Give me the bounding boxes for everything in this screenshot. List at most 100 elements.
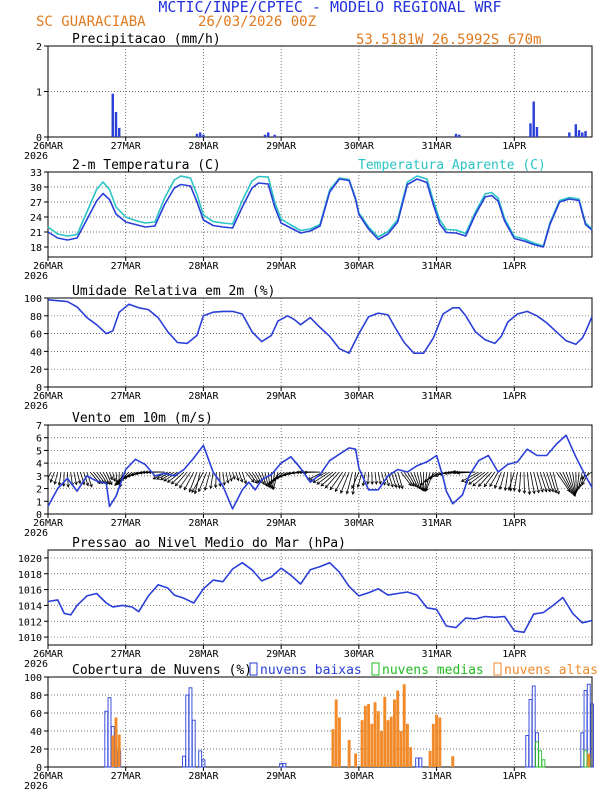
- wind-vector: [334, 471, 347, 492]
- wind-vector: [565, 471, 576, 497]
- wind-vector: [245, 471, 255, 483]
- wind-arrowhead: [536, 489, 540, 494]
- wind-vector: [410, 471, 419, 488]
- wind-arrowhead: [138, 470, 143, 475]
- wind-arrowhead: [197, 488, 202, 493]
- cloud-bar-blue: [528, 699, 533, 768]
- x-tick-label: 31MAR: [422, 141, 453, 152]
- cloud-bar-orange: [431, 723, 435, 767]
- series-line-blue: [47, 434, 593, 510]
- legend-label-green: nuvens medias: [382, 663, 484, 678]
- wind-vector: [251, 471, 260, 484]
- precip-bar: [574, 124, 578, 137]
- precip-bar: [195, 133, 199, 137]
- wind-vector: [232, 471, 236, 480]
- wind-arrowhead: [89, 483, 93, 488]
- legend-swatch-orange: [493, 662, 502, 676]
- wind-vector: [494, 471, 502, 489]
- x-tick-label: 1APR: [502, 391, 527, 402]
- cloud-bar-orange: [438, 717, 442, 767]
- wind-vector: [86, 471, 93, 487]
- wind-arrowhead: [156, 476, 160, 480]
- wind-vector: [63, 472, 65, 487]
- cloud-bar-blue: [185, 694, 190, 768]
- x-tick-label: 1APR: [502, 518, 527, 529]
- wind-arrowhead: [53, 481, 57, 485]
- wind-arrowhead: [460, 478, 465, 482]
- panel-title: Cobertura de Nuvens (%): [72, 663, 252, 678]
- legend-label-orange: nuvens altas: [504, 663, 598, 678]
- wind-arrowhead: [351, 485, 355, 489]
- cloud-bar-orange: [399, 731, 403, 767]
- wind-vector: [403, 471, 414, 487]
- precip-bar: [581, 132, 584, 137]
- y-tick-label: 18: [30, 243, 42, 254]
- x-year-label: 2026: [24, 659, 48, 670]
- wind-arrowhead: [356, 484, 361, 488]
- wind-arrowhead: [456, 471, 461, 475]
- wind-vector: [397, 471, 403, 489]
- y-tick-label: 3: [36, 472, 42, 483]
- wind-arrowhead: [312, 479, 317, 484]
- precip-bar: [202, 134, 205, 137]
- wind-arrowhead: [298, 470, 302, 474]
- precip-bar: [114, 111, 118, 137]
- wind-arrowhead: [109, 481, 113, 486]
- x-tick-label: 26MAR: [33, 649, 64, 660]
- wind-arrowhead: [134, 471, 139, 476]
- wind-arrowhead: [250, 479, 255, 483]
- wind-arrowhead: [417, 485, 421, 490]
- wind-arrowhead: [419, 486, 423, 491]
- wind-vector: [316, 471, 334, 485]
- wind-arrowhead: [581, 481, 585, 486]
- wind-arrowhead: [410, 482, 415, 487]
- x-tick-label: 31MAR: [422, 391, 453, 402]
- y-tick-label: 80: [30, 312, 42, 323]
- wind-arrowhead: [174, 482, 179, 487]
- wind-vector: [424, 471, 431, 492]
- precip-bar: [568, 132, 571, 137]
- cloud-bar-green: [583, 750, 588, 768]
- wind-arrowhead: [340, 490, 344, 494]
- wind-arrowhead: [272, 486, 276, 491]
- cloud-bar-green: [538, 750, 543, 768]
- wind-arrowhead: [556, 490, 560, 495]
- wind-arrowhead: [494, 484, 498, 489]
- wind-arrowhead: [159, 476, 164, 481]
- wind-vector: [102, 471, 111, 485]
- legend-label-blue: nuvens baixas: [260, 663, 362, 678]
- x-tick-label: 30MAR: [344, 261, 375, 272]
- cloud-bar-green: [541, 759, 546, 768]
- wind-vector: [461, 471, 479, 482]
- x-year-label: 2026: [24, 401, 48, 412]
- cloud-bar-orange: [117, 734, 121, 767]
- y-tick-label: 1020: [18, 554, 42, 565]
- wind-vector: [374, 471, 377, 485]
- wind-vector: [272, 471, 279, 490]
- y-tick-label: 40: [30, 727, 42, 738]
- cloud-bar-orange: [354, 753, 358, 767]
- cloud-bar-green: [535, 741, 539, 768]
- header-station: SC GUARACIABA: [36, 14, 146, 30]
- wind-arrowhead: [170, 480, 175, 485]
- series-line-blue: [47, 299, 593, 354]
- wind-vector: [156, 471, 172, 480]
- precip-bar: [529, 123, 532, 137]
- cloud-bar-orange: [360, 720, 364, 767]
- wind-vector: [351, 471, 360, 489]
- wind-vector: [367, 472, 369, 485]
- x-year-label: 2026: [24, 781, 48, 792]
- wind-arrowhead: [334, 488, 339, 493]
- y-tick-label: 33: [30, 168, 42, 179]
- x-tick-label: 1APR: [502, 261, 527, 272]
- cloud-bar-orange: [402, 684, 406, 767]
- wind-vector: [222, 471, 225, 486]
- series-line-blue: [47, 178, 593, 248]
- wind-vector: [325, 471, 340, 489]
- wind-arrowhead: [448, 470, 453, 475]
- wind-vector: [556, 471, 571, 492]
- wind-arrowhead: [179, 484, 183, 489]
- panel-precip: 26MAR 27MAR 28MAR 29MAR 30MAR 31MAR 1APR 2026 0 1…: [24, 32, 593, 162]
- wind-arrowhead: [428, 476, 433, 480]
